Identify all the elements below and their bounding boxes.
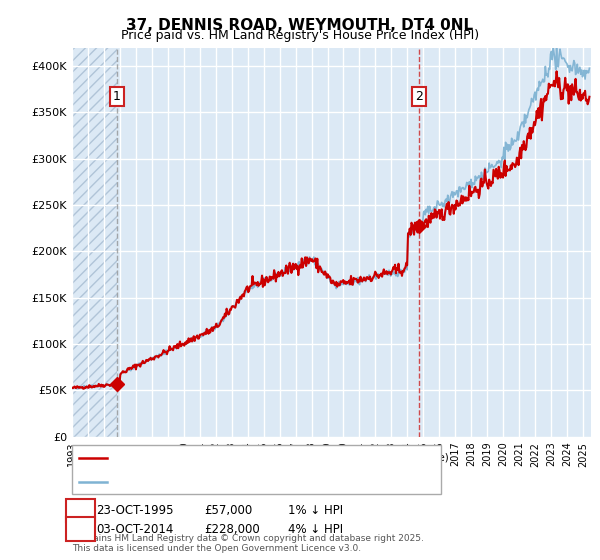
Text: 4% ↓ HPI: 4% ↓ HPI: [288, 522, 343, 536]
Text: 37, DENNIS ROAD, WEYMOUTH, DT4 0NL: 37, DENNIS ROAD, WEYMOUTH, DT4 0NL: [127, 18, 473, 33]
Text: HPI: Average price, semi-detached house, Dorset: HPI: Average price, semi-detached house,…: [113, 477, 369, 487]
Text: 1: 1: [113, 90, 121, 102]
Text: Contains HM Land Registry data © Crown copyright and database right 2025.
This d: Contains HM Land Registry data © Crown c…: [72, 534, 424, 553]
Text: 1: 1: [76, 504, 85, 517]
Bar: [72, 48, 117, 437]
Text: 2: 2: [415, 90, 423, 102]
Text: 23-OCT-1995: 23-OCT-1995: [96, 504, 173, 517]
Text: 37, DENNIS ROAD, WEYMOUTH, DT4 0NL (semi-detached house): 37, DENNIS ROAD, WEYMOUTH, DT4 0NL (semi…: [113, 453, 449, 463]
Text: 03-OCT-2014: 03-OCT-2014: [96, 522, 173, 536]
Text: £228,000: £228,000: [204, 522, 260, 536]
Text: £57,000: £57,000: [204, 504, 252, 517]
Text: 2: 2: [76, 522, 85, 536]
Text: Price paid vs. HM Land Registry's House Price Index (HPI): Price paid vs. HM Land Registry's House …: [121, 29, 479, 42]
Text: 1% ↓ HPI: 1% ↓ HPI: [288, 504, 343, 517]
